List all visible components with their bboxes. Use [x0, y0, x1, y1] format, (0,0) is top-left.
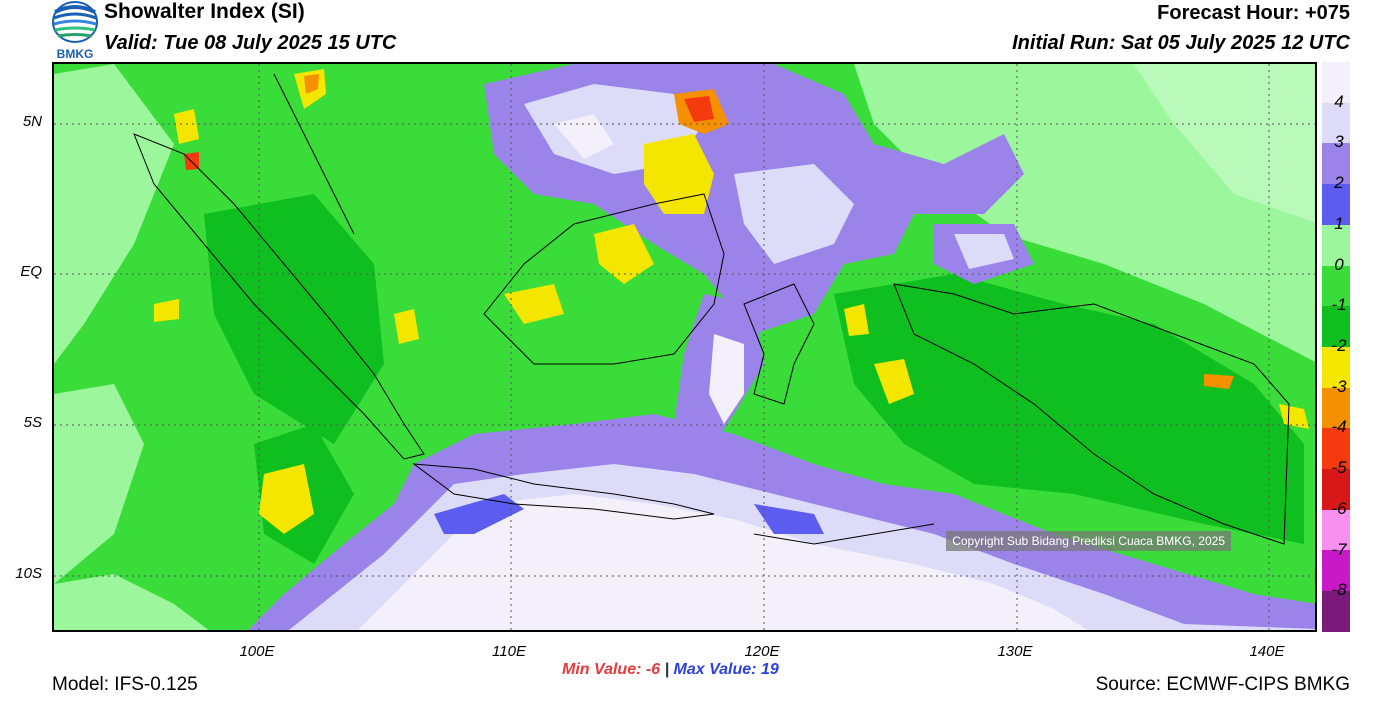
- showalter-map: Copyright Sub Bidang Prediksi Cuaca BMKG…: [52, 62, 1317, 632]
- logo-text: BMKG: [57, 47, 94, 61]
- colorbar-cell: [1322, 102, 1350, 144]
- lon-label-140e: 140E: [1249, 643, 1285, 660]
- lon-label-130e: 130E: [997, 643, 1033, 660]
- lat-label-eq: EQ: [20, 263, 42, 280]
- copyright-notice: Copyright Sub Bidang Prediksi Cuaca BMKG…: [946, 531, 1231, 551]
- lat-label-5s: 5S: [23, 414, 42, 431]
- colorbar-cell: [1322, 306, 1350, 347]
- colorbar-cell: [1322, 387, 1350, 429]
- data-source: Source: ECMWF-CIPS BMKG: [1095, 674, 1350, 695]
- colorbar-level-label: -1: [1331, 295, 1347, 315]
- colorbar-cell: [1322, 62, 1350, 103]
- max-value: 19: [760, 661, 779, 678]
- initial-run: Initial Run: Sat 05 July 2025 12 UTC: [1012, 32, 1350, 54]
- colorbar-cell: [1322, 143, 1350, 185]
- map-title: Showalter Index (SI): [104, 0, 305, 23]
- colorbar-level-label: -5: [1331, 458, 1347, 478]
- colorbar-level-label: 2: [1334, 173, 1344, 193]
- min-value-label: Min Value:: [562, 661, 642, 678]
- min-max-values: Min Value: -6 | Max Value: 19: [562, 661, 779, 679]
- map-field: [54, 64, 1315, 630]
- colorbar-level-label: 4: [1334, 91, 1344, 111]
- max-value-label: Max Value:: [673, 661, 757, 678]
- colorbar-level-label: 0: [1334, 254, 1344, 274]
- colorbar-level-label: -3: [1331, 376, 1347, 396]
- colorbar-level-label: 3: [1334, 132, 1344, 152]
- colorbar-cell: [1322, 224, 1350, 266]
- colorbar-cell: [1322, 346, 1350, 388]
- colorbar: [1322, 62, 1350, 632]
- colorbar-cell: [1322, 550, 1350, 592]
- lon-label-100e: 100E: [239, 643, 275, 660]
- colorbar-cell: [1322, 265, 1350, 307]
- colorbar-level-label: 1: [1334, 213, 1344, 233]
- colorbar-level-label: -6: [1331, 498, 1347, 518]
- colorbar-cell: [1322, 469, 1350, 510]
- colorbar-cell: [1322, 591, 1350, 632]
- min-max-separator: |: [664, 661, 670, 678]
- colorbar-level-label: -7: [1331, 539, 1347, 559]
- colorbar-cell: [1322, 184, 1350, 225]
- min-value: -6: [645, 661, 661, 678]
- lat-label-10s: 10S: [15, 565, 42, 582]
- colorbar-cell: [1322, 509, 1350, 551]
- valid-time: Valid: Tue 08 July 2025 15 UTC: [104, 32, 397, 54]
- lon-label-120e: 120E: [744, 643, 780, 660]
- colorbar-level-label: -4: [1331, 417, 1347, 437]
- lat-label-5n: 5N: [22, 113, 42, 130]
- colorbar-level-label: -8: [1331, 580, 1347, 600]
- forecast-hour: Forecast Hour: +075: [1157, 2, 1350, 24]
- bmkg-logo: BMKG: [52, 1, 98, 61]
- model-name: Model: IFS-0.125: [52, 674, 198, 695]
- lon-label-110e: 110E: [492, 643, 526, 660]
- colorbar-level-label: -2: [1331, 336, 1347, 355]
- colorbar-cell: [1322, 428, 1350, 470]
